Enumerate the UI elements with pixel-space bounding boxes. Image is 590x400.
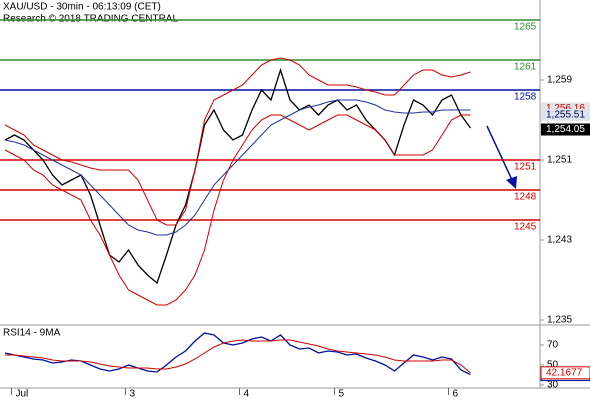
price-tag-label: 1,256.16 <box>546 103 585 114</box>
x-tick-label: 3 <box>130 389 136 400</box>
level-label: 1265 <box>514 22 537 33</box>
x-tick-label: 4 <box>244 389 250 400</box>
series-line <box>4 99 471 236</box>
x-tick-label: Jul <box>16 389 29 400</box>
level-label: 1258 <box>514 92 537 103</box>
y-tick-label: 50 <box>547 360 559 371</box>
value-tag <box>540 366 590 380</box>
y-tick-label: 70 <box>547 340 559 351</box>
price-tag <box>541 108 590 121</box>
value-tag-label: 42.1677 <box>546 367 583 378</box>
price-tag <box>541 123 590 136</box>
chart-title: XAU/USD - 30min - 06:13:09 (CET) <box>3 2 161 13</box>
pane-title: RSI14 - 9MA <box>3 328 61 339</box>
level-label: 1261 <box>514 62 537 73</box>
chart-subtitle: Research © 2018 TRADING CENTRAL <box>3 14 178 25</box>
price-tag-label: 1,254.05 <box>546 124 585 135</box>
level-label: 1251 <box>514 162 537 173</box>
level-label: 1248 <box>514 192 537 203</box>
y-tick-label: 1,251 <box>547 155 572 166</box>
series-line <box>4 57 471 226</box>
series-line <box>5 339 471 374</box>
y-tick-label: 30 <box>547 380 559 391</box>
forecast-arrow <box>486 125 517 189</box>
price-tag-label: 1,255.51 <box>546 110 585 121</box>
x-tick-label: 5 <box>339 389 345 400</box>
y-tick-label: 1,235 <box>547 315 572 326</box>
y-tick-label: 1,259 <box>547 75 572 86</box>
series-line <box>4 114 471 306</box>
level-label: 1245 <box>514 222 537 233</box>
y-tick-label: 1,243 <box>547 235 572 246</box>
x-tick-label: 6 <box>453 389 459 400</box>
